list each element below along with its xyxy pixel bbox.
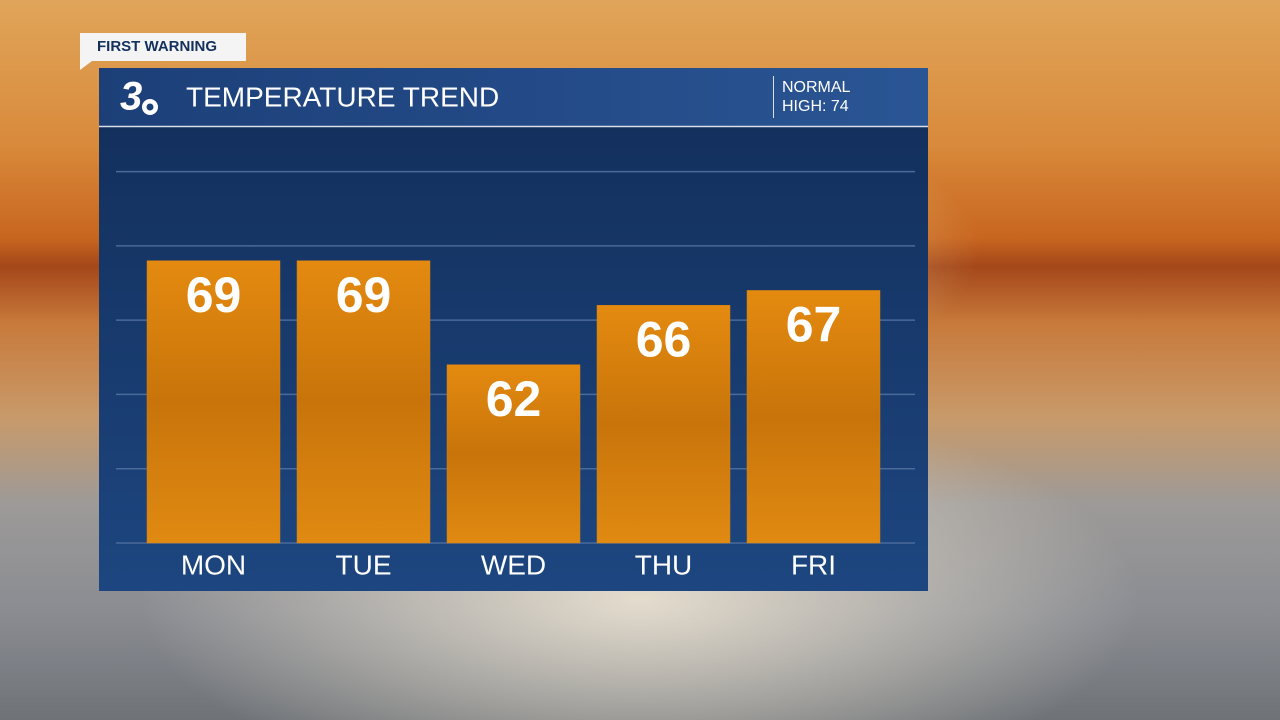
tag-box — [80, 33, 246, 61]
value-label: 69 — [186, 267, 242, 323]
logo-pupil — [146, 103, 154, 111]
chart-title: TEMPERATURE TREND — [186, 81, 499, 112]
value-label: 69 — [336, 267, 392, 323]
header-bar — [99, 68, 928, 126]
value-label: 67 — [786, 297, 842, 353]
x-tick-label: THU — [635, 549, 693, 580]
bar — [296, 260, 431, 544]
value-label: 66 — [636, 311, 692, 367]
bar — [146, 260, 281, 544]
x-tick-label: TUE — [336, 549, 392, 580]
x-tick-label: FRI — [791, 549, 836, 580]
normal-label: NORMAL — [782, 79, 851, 96]
tag-tail — [80, 61, 92, 70]
normal-high: HIGH: 74 — [782, 98, 849, 115]
logo: 3 — [120, 75, 142, 119]
value-label: 62 — [486, 371, 542, 427]
bar — [746, 290, 881, 544]
x-tick-label: WED — [481, 549, 546, 580]
plot: 69 MON 69 TUE 62 WED 66 THU 67 FRI — [116, 170, 915, 580]
x-tick-label: MON — [181, 549, 246, 580]
bar — [596, 305, 731, 544]
bar — [446, 364, 581, 544]
tag-text: FIRST WARNING — [97, 38, 217, 55]
